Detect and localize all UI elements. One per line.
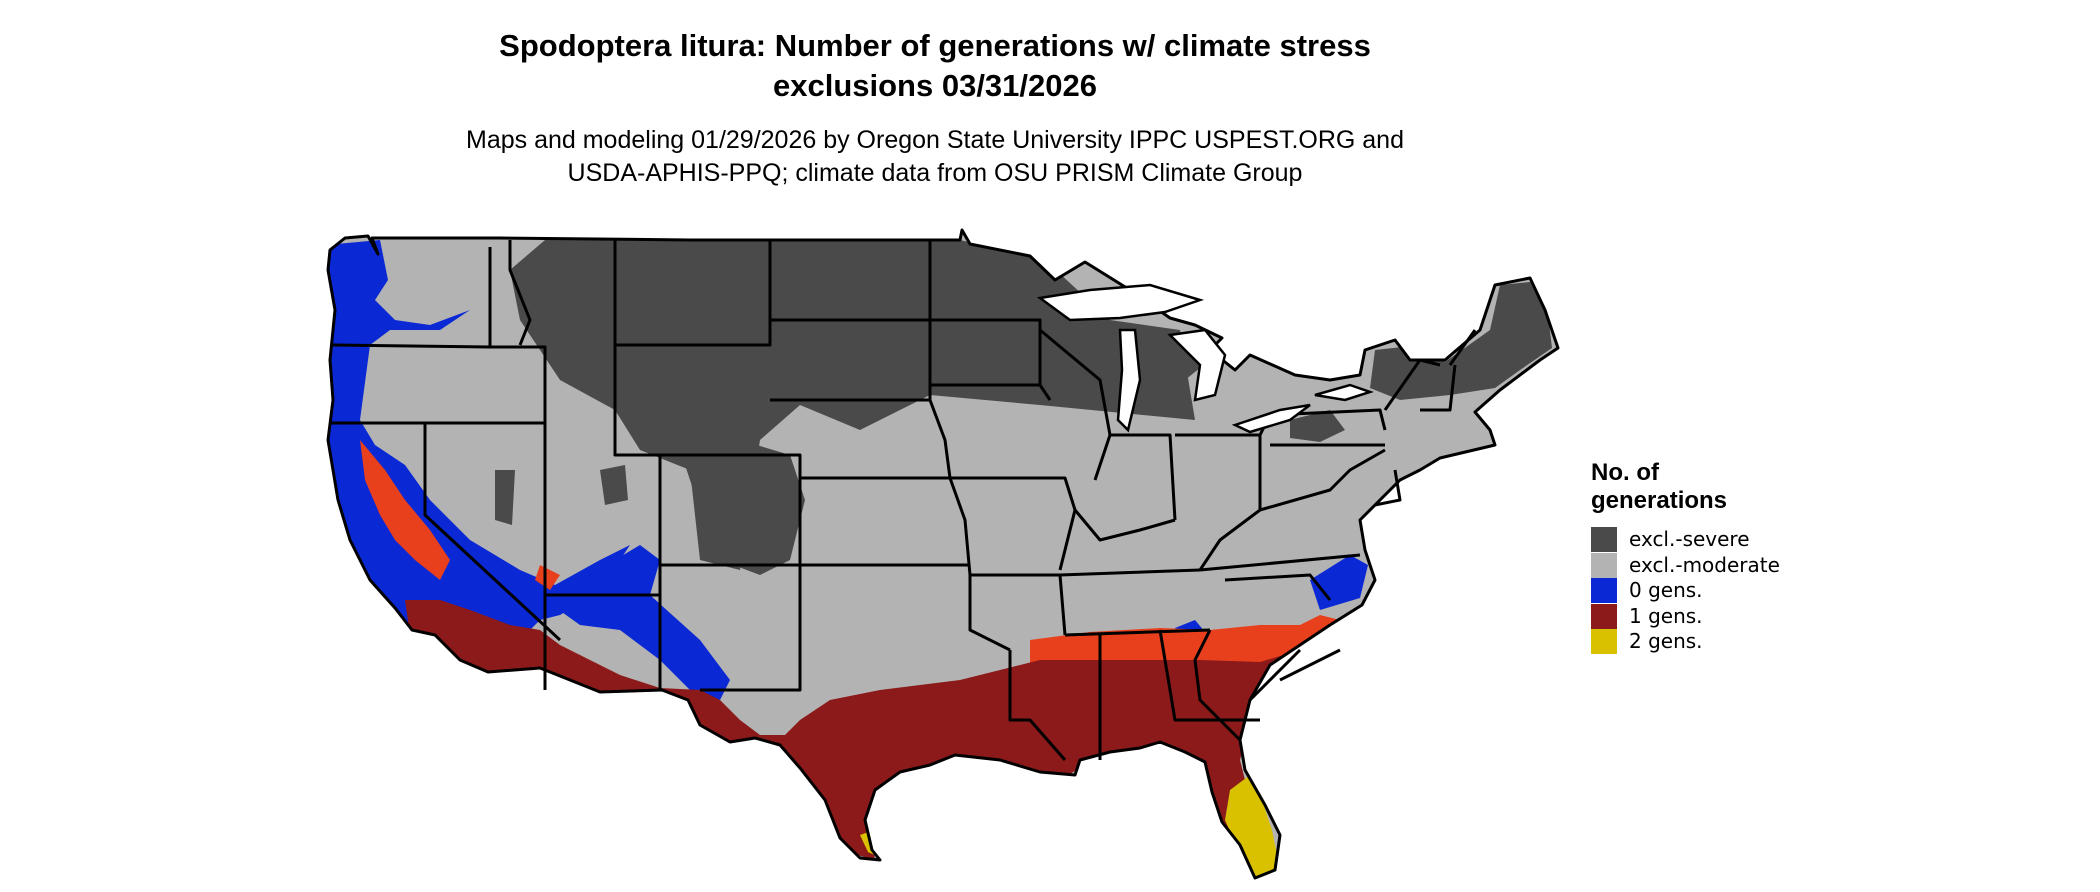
one-gens-light-arizona (535, 565, 560, 590)
legend-label-excl-moderate: excl.-moderate (1629, 552, 1780, 577)
lake-ontario (1314, 383, 1374, 402)
legend-swatch-0-gens (1591, 578, 1617, 604)
excl-severe-utah-patch (600, 465, 628, 505)
legend: No. of generations excl.-severe excl.-mo… (1591, 459, 1851, 655)
zero-gens-arizona-rim (545, 545, 730, 700)
excl-severe-northeast (1370, 282, 1552, 400)
map-title-line-1: Spodoptera litura: Number of generations… (499, 28, 1371, 63)
legend-swatch-excl-severe (1591, 527, 1617, 553)
legend-swatch-1-gens (1591, 603, 1617, 629)
legend-swatch-2-gens (1591, 629, 1617, 655)
legend-label-2-gens: 2 gens. (1629, 629, 1703, 654)
excl-severe-colorado (680, 440, 805, 575)
state-borders (326, 228, 1560, 880)
legend-label-1-gens: 1 gens. (1629, 603, 1703, 628)
zero-gens-north-carolina (1310, 555, 1368, 610)
map-subtitle-line-1: Maps and modeling 01/29/2026 by Oregon S… (466, 126, 1404, 154)
legend-swatch-excl-moderate (1591, 552, 1617, 578)
legend-label-excl-severe: excl.-severe (1629, 527, 1750, 552)
legend-item-2-gens: 2 gens. (1591, 629, 1851, 655)
map-subtitle-line-2: USDA-APHIS-PPQ; climate data from OSU PR… (567, 159, 1303, 187)
excl-severe-ny-patch (1290, 410, 1345, 442)
legend-label-0-gens: 0 gens. (1629, 578, 1703, 603)
legend-title-line-1: No. of (1591, 459, 1659, 486)
legend-item-0-gens: 0 gens. (1591, 578, 1851, 604)
legend-item-excl-severe: excl.-severe (1591, 527, 1851, 553)
legend-item-excl-moderate: excl.-moderate (1591, 552, 1851, 579)
two-gens-florida (1225, 775, 1278, 878)
map-title-line-2: exclusions 03/31/2026 (772, 68, 1097, 103)
lake-superior (1036, 283, 1205, 322)
legend-title-line-2: generations (1591, 487, 1728, 514)
one-gens-light-california (360, 440, 450, 580)
excl-severe-northern-plains (510, 240, 1195, 570)
legend-items: excl.-severe excl.-moderate 0 gens. 1 ge… (1591, 527, 1851, 655)
excl-severe-nevada-patch (495, 470, 515, 525)
great-lakes (1036, 283, 1374, 434)
lake-erie (1231, 403, 1311, 434)
zero-gens-west-coast (328, 240, 630, 680)
lake-michigan (1116, 328, 1142, 433)
one-gens-southern-belt (405, 600, 1368, 870)
lake-huron (1167, 328, 1227, 402)
legend-item-1-gens: 1 gens. (1591, 603, 1851, 630)
